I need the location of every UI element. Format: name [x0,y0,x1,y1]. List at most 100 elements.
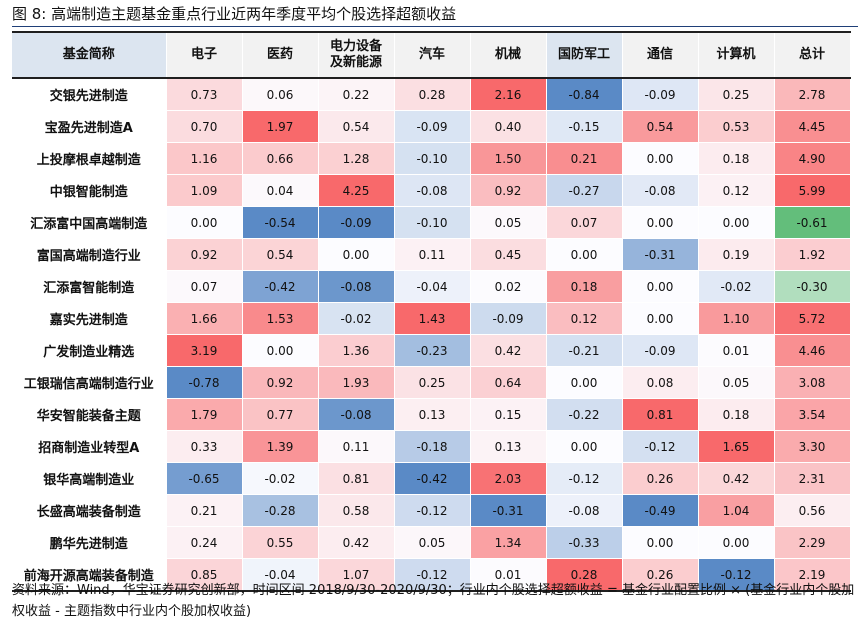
value-cell: 1.09 [165,174,243,207]
value-cell: 0.25 [698,78,775,111]
value-cell: -0.22 [546,398,623,431]
value-cell: -0.65 [165,462,243,495]
value-cell: 0.00 [318,238,395,271]
value-cell: 0.21 [546,142,623,175]
value-cell: -0.02 [318,302,395,335]
fund-name: 嘉实先进制造 [12,302,167,335]
value-cell: -0.42 [242,270,319,303]
value-cell: 0.05 [698,366,775,399]
value-cell: 2.78 [774,78,851,111]
value-cell: 1.16 [165,142,243,175]
table-row: 长盛高端装备制造 0.21 -0.28 0.58 -0.12 -0.31 -0.08 -0.4… [12,494,851,527]
value-cell: 0.92 [242,366,319,399]
value-cell: -0.15 [546,110,623,143]
value-cell: 0.40 [470,110,547,143]
value-cell: 0.81 [622,398,699,431]
figure-title: 图 8: 高端制造主题基金重点行业近两年季度平均个股选择超额收益 [12,5,457,23]
value-cell: 0.64 [470,366,547,399]
value-cell: -0.09 [622,78,699,111]
value-cell: -0.08 [318,270,395,303]
value-cell: 0.06 [242,78,319,111]
value-cell: -0.30 [774,270,851,303]
value-cell: 0.25 [394,366,471,399]
value-cell: 0.22 [318,78,395,111]
value-cell: -0.28 [242,494,319,527]
excess-return-table: 基金简称 电子 医药 电力设备 及新能源 汽车 机械 国防军工 通信 计算机 总计 交银先进制造 0… [12,31,851,592]
value-cell: -0.08 [622,174,699,207]
fund-name: 交银先进制造 [12,78,167,111]
fund-name: 长盛高端装备制造 [12,494,167,527]
value-cell: 4.46 [774,334,851,367]
value-cell: 0.54 [622,110,699,143]
value-cell: 2.19 [774,558,851,592]
table-row: 鹏华先进制造 0.24 0.55 0.42 0.05 1.34 -0.33 0.00 0.00 2… [12,526,851,559]
header-col-5: 机械 [470,31,547,79]
value-cell: 4.25 [318,174,395,207]
value-cell: 0.12 [698,174,775,207]
value-cell: -0.49 [622,494,699,527]
value-cell: 0.66 [242,142,319,175]
value-cell: -0.12 [622,430,699,463]
value-cell: -0.84 [546,78,623,111]
table-row: 汇添富中国高端制造 0.00 -0.54 -0.09 -0.10 0.05 0.07 0.00… [12,206,851,239]
value-cell: 1.36 [318,334,395,367]
value-cell: 0.19 [698,238,775,271]
value-cell: 1.39 [242,430,319,463]
value-cell: -0.04 [394,270,471,303]
fund-name: 鹏华先进制造 [12,526,167,559]
value-cell: -0.78 [165,366,243,399]
table-row: 招商制造业转型A 0.33 1.39 0.11 -0.18 0.13 0.00 -0.12 1.… [12,430,851,463]
value-cell: 3.08 [774,366,851,399]
title-rule [12,26,858,27]
table-row: 富国高端制造行业 0.92 0.54 0.00 0.11 0.45 0.00 -0.31 0.1… [12,238,851,271]
value-cell: -0.31 [622,238,699,271]
value-cell: 1.97 [242,110,319,143]
value-cell: 0.26 [622,462,699,495]
header-col-1: 电子 [166,31,243,79]
value-cell: 0.42 [698,462,775,495]
value-cell: 2.31 [774,462,851,495]
value-cell: 0.42 [470,334,547,367]
fund-name: 工银瑞信高端制造行业 [12,366,167,399]
table-body: 交银先进制造 0.73 0.06 0.22 0.28 2.16 -0.84 -0.09 0.25… [12,78,851,592]
value-cell: 0.92 [470,174,547,207]
value-cell: 0.26 [622,558,699,592]
value-cell: -0.61 [774,206,851,239]
fund-name: 中银智能制造 [12,174,167,207]
table-row: 华安智能装备主题 1.79 0.77 -0.08 0.13 0.15 -0.22 0.81 0.… [12,398,851,431]
value-cell: 0.00 [546,430,623,463]
table-row: 上投摩根卓越制造 1.16 0.66 1.28 -0.10 1.50 0.21 0.00 0.1… [12,142,851,175]
value-cell: 0.81 [318,462,395,495]
fund-name: 汇添富智能制造 [12,270,167,303]
value-cell: 0.13 [470,430,547,463]
value-cell: 0.33 [165,430,243,463]
value-cell: 0.00 [165,206,243,239]
value-cell: 0.92 [165,238,243,271]
value-cell: 0.15 [470,398,547,431]
value-cell: -0.09 [394,110,471,143]
value-cell: 0.00 [622,206,699,239]
table-row: 中银智能制造 1.09 0.04 4.25 -0.08 0.92 -0.27 -0.08 0.1… [12,174,851,207]
header-col-3: 电力设备 及新能源 [318,31,395,79]
value-cell: 1.79 [165,398,243,431]
value-cell: 0.07 [165,270,243,303]
value-cell: 1.92 [774,238,851,271]
value-cell: 0.08 [622,366,699,399]
table-row: 汇添富智能制造 0.07 -0.42 -0.08 -0.04 0.02 0.18 0.00 -0… [12,270,851,303]
value-cell: 3.30 [774,430,851,463]
value-cell: 0.00 [622,270,699,303]
value-cell: 0.11 [394,238,471,271]
value-cell: -0.09 [622,334,699,367]
value-cell: 0.28 [394,78,471,111]
fund-name: 前海开源高端装备制造 [12,558,167,592]
value-cell: -0.04 [242,558,319,592]
value-cell: 0.11 [318,430,395,463]
value-cell: -0.18 [394,430,471,463]
value-cell: 0.18 [698,398,775,431]
value-cell: 0.73 [165,78,243,111]
value-cell: 1.10 [698,302,775,335]
value-cell: 0.24 [165,526,243,559]
fund-name: 宝盈先进制造A [12,110,167,143]
value-cell: 2.29 [774,526,851,559]
header-col-2: 医药 [242,31,319,79]
